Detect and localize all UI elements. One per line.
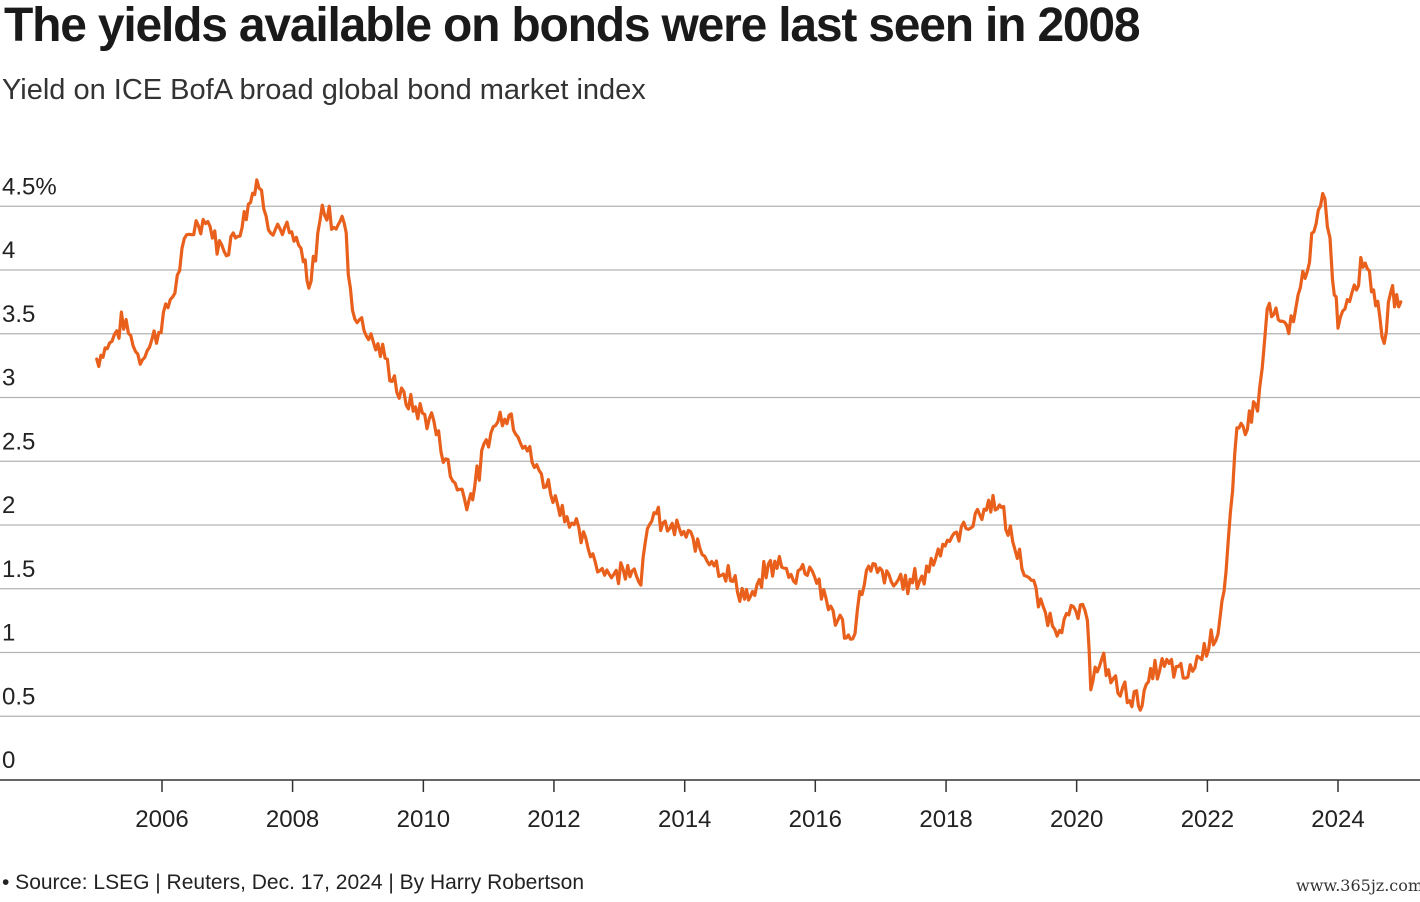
- y-tick-label: 1: [2, 620, 15, 647]
- x-axis-ticks: 2006 2008 2010 2012 2014 2016 2018 2020 2022 2024: [135, 780, 1365, 833]
- x-tick-label: 2006: [135, 806, 188, 833]
- y-axis-ticks: 0 0.5 1 1.5 2 2.5 3 3.5 4 4.5%: [2, 173, 57, 774]
- y-tick-label: 2: [2, 492, 15, 519]
- x-tick-label: 2016: [789, 806, 842, 833]
- series-line-yield: [95, 178, 1403, 712]
- gridlines: [0, 205, 1420, 717]
- y-tick-label: 0: [2, 747, 15, 774]
- x-tick-label: 2024: [1311, 806, 1364, 833]
- x-tick-label: 2020: [1050, 806, 1103, 833]
- y-tick-label: 3.5: [2, 301, 35, 328]
- x-tick-label: 2010: [397, 806, 450, 833]
- x-tick-label: 2012: [527, 806, 580, 833]
- x-tick-label: 2018: [919, 806, 972, 833]
- x-tick-label: 2022: [1181, 806, 1234, 833]
- y-tick-label: 4: [2, 237, 15, 264]
- y-tick-label: 0.5: [2, 683, 35, 710]
- x-tick-label: 2008: [266, 806, 319, 833]
- y-tick-label: 4.5%: [2, 173, 57, 200]
- y-tick-label: 2.5: [2, 428, 35, 455]
- x-tick-label: 2014: [658, 806, 711, 833]
- chart-title: The yields available on bonds were last …: [4, 0, 1141, 52]
- source-note: • Source: LSEG | Reuters, Dec. 17, 2024 …: [2, 871, 585, 894]
- chart-subtitle: Yield on ICE BofA broad global bond mark…: [2, 74, 646, 106]
- y-tick-label: 3: [2, 365, 15, 392]
- watermark: www.365jz.com: [1296, 876, 1420, 895]
- y-tick-label: 1.5: [2, 556, 35, 583]
